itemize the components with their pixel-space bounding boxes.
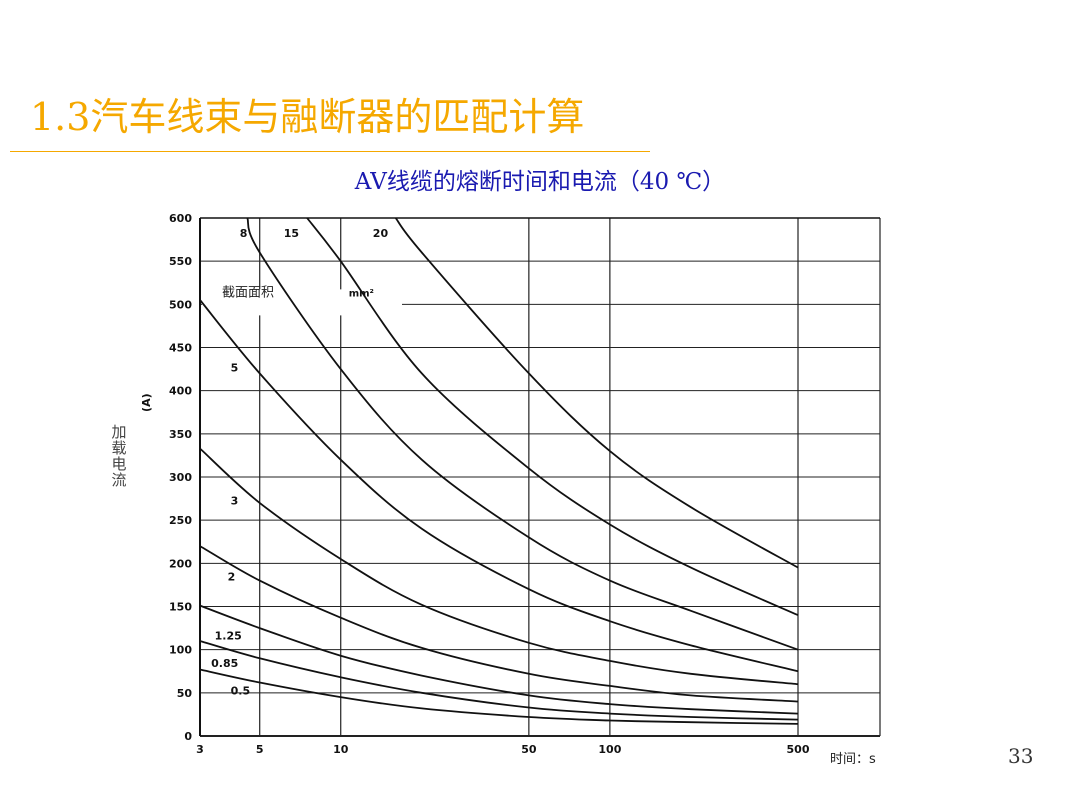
- y-tick-label: 500: [169, 298, 192, 311]
- y-tick-label: 450: [169, 342, 192, 355]
- series-label: 0.85: [211, 657, 238, 670]
- title-divider: [10, 151, 650, 152]
- series-label: 15: [284, 227, 299, 240]
- series-line-8: [246, 217, 799, 651]
- series-label: 1.25: [215, 629, 242, 642]
- series-label: 5: [231, 362, 239, 375]
- y-tick-label: 150: [169, 601, 192, 614]
- x-tick-label: 500: [787, 743, 810, 756]
- legend-unit: mm²: [349, 288, 374, 299]
- y-tick-label: 400: [169, 385, 192, 398]
- series-line-0_85: [199, 640, 799, 721]
- x-tick-label: 50: [521, 743, 537, 756]
- y-axis-label: 加载电流: [111, 423, 127, 489]
- x-tick-label: 5: [256, 743, 264, 756]
- y-tick-label: 200: [169, 557, 192, 570]
- series-line-5: [199, 299, 799, 673]
- legend-title: 截面面积: [222, 285, 274, 300]
- series-label: 8: [240, 227, 248, 240]
- series-line-0_5: [199, 668, 799, 725]
- y-axis-unit: (A): [140, 393, 153, 412]
- series-line-3: [199, 447, 799, 686]
- x-tick-label: 10: [333, 743, 349, 756]
- series-label: 2: [228, 571, 236, 584]
- x-tick-label: 3: [196, 743, 204, 756]
- chart-title: AV线缆的熔断时间和电流（40 ℃）: [354, 169, 726, 195]
- y-tick-label: 250: [169, 514, 192, 527]
- series-line-15: [306, 217, 799, 616]
- y-tick-label: 0: [184, 730, 192, 743]
- series-line-1_25: [199, 604, 799, 715]
- page-number: 33: [1008, 744, 1034, 768]
- y-tick-label: 550: [169, 255, 192, 268]
- y-tick-label: 600: [169, 212, 192, 225]
- y-tick-label: 100: [169, 644, 192, 657]
- y-tick-label: 50: [177, 687, 193, 700]
- x-tick-label: 100: [598, 743, 621, 756]
- series-label: 20: [373, 227, 389, 240]
- series-label: 0.5: [231, 685, 251, 698]
- slide-title: 1.3汽车线束与融断器的匹配计算: [30, 95, 585, 139]
- series-label: 3: [231, 495, 239, 508]
- y-tick-label: 350: [169, 428, 192, 441]
- y-tick-label: 300: [169, 471, 192, 484]
- x-axis-label: 时间：s: [830, 752, 876, 767]
- series-line-2: [199, 545, 799, 703]
- series-line-20: [394, 217, 799, 569]
